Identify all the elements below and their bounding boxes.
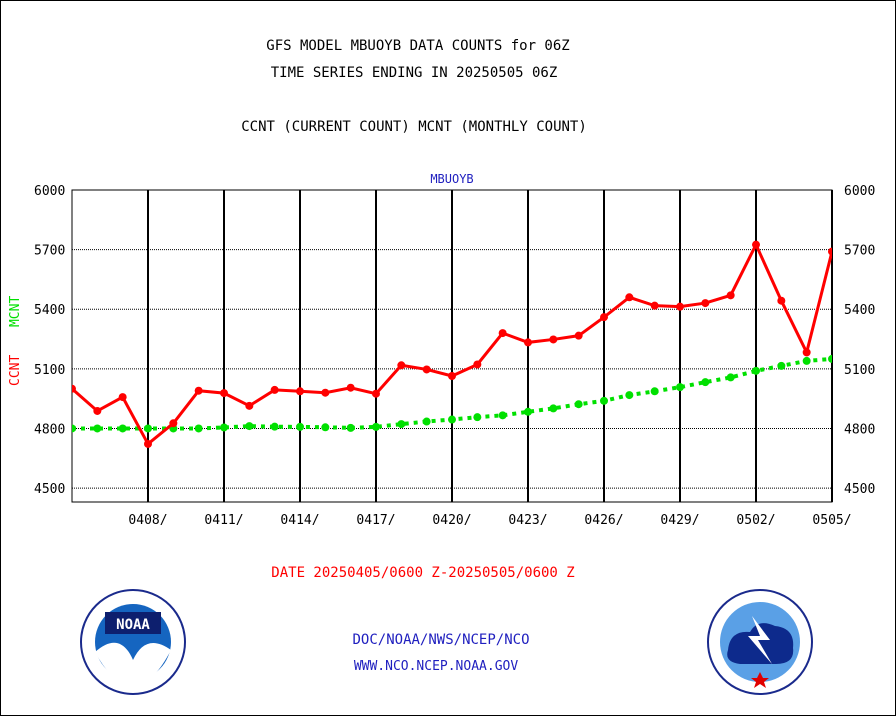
mcnt-point [600, 396, 608, 405]
chart-title-line2: TIME SERIES ENDING IN 20250505 06Z [270, 65, 558, 81]
ccnt-point [169, 419, 178, 428]
ccnt-point [726, 291, 735, 300]
mcnt-point [473, 413, 482, 422]
plot-border [71, 189, 833, 503]
axis-layer: 4500 4500 4800 4800 5100 5100 5400 5400 5700 5700… [34, 184, 875, 528]
ccnt-point [220, 389, 228, 398]
ccnt-point [372, 389, 380, 398]
footer-org: DOC/NOAA/NWS/NCEP/NCO [352, 632, 530, 648]
x-tick-label: 0408/ [128, 513, 167, 528]
nws-logo [707, 589, 813, 695]
x-tick-label: 0420/ [432, 513, 471, 528]
mcnt-point [752, 366, 760, 375]
ccnt-point [144, 439, 152, 448]
chart-title-line1: GFS MODEL MBUOYB DATA COUNTS for 06Z [266, 38, 570, 54]
grid-layer [72, 189, 833, 502]
ccnt-point [676, 302, 684, 311]
mcnt-point [346, 423, 355, 432]
mcnt-point [194, 424, 203, 433]
ccnt-point [194, 386, 203, 395]
ccnt-point [72, 384, 76, 393]
footer-website: WWW.NCO.NCEP.NOAA.GOV [353, 659, 519, 674]
mcnt-point [625, 391, 634, 400]
mcnt-point [118, 424, 127, 433]
mcnt-point [245, 422, 254, 431]
mcnt-point [498, 411, 507, 420]
y-tick-label-right: 5400 [844, 303, 875, 318]
mcnt-point [220, 423, 228, 432]
ccnt-point [524, 338, 532, 347]
y-tick-label-right: 6000 [844, 184, 875, 199]
mcnt-point [372, 422, 380, 431]
ccnt-point [777, 296, 786, 305]
ccnt-point [397, 361, 406, 370]
ccnt-point [828, 247, 832, 256]
y-tick-label-right: 5100 [844, 363, 875, 378]
ccnt-point [346, 383, 355, 392]
ccnt-point [549, 335, 558, 344]
x-tick-label: 0411/ [204, 513, 243, 528]
y-tick-label-left: 5400 [34, 303, 65, 318]
ccnt-point [93, 406, 102, 415]
mcnt-point [701, 378, 710, 387]
ccnt-point [448, 372, 456, 381]
y-tick-label-left: 5100 [34, 363, 65, 378]
ccnt-point [270, 385, 279, 394]
mcnt-point [650, 387, 659, 396]
x-tick-label: 0429/ [660, 513, 699, 528]
mcnt-point [270, 422, 279, 431]
ccnt-point [422, 365, 431, 374]
x-tick-label: 0423/ [508, 513, 547, 528]
y-tick-label-left: 4500 [34, 482, 65, 497]
ccnt-point [625, 293, 634, 302]
y-tick-label-right: 4500 [844, 482, 875, 497]
mcnt-point [828, 354, 832, 363]
ccnt-point [321, 388, 330, 397]
ccnt-point [296, 387, 304, 396]
x-tick-label: 0426/ [584, 513, 623, 528]
mcnt-point [144, 424, 152, 433]
ccnt-point [600, 313, 608, 322]
mcnt-point [397, 420, 406, 429]
chart-subtitle: CCNT (CURRENT COUNT) MCNT (MONTHLY COUNT… [241, 119, 587, 135]
mcnt-point [524, 407, 532, 416]
mcnt-point [422, 417, 431, 426]
ccnt-point [701, 299, 710, 308]
mcnt-point [296, 422, 304, 431]
x-tick-label: 0417/ [356, 513, 395, 528]
mcnt-point [448, 415, 456, 424]
y-tick-label-right: 5700 [844, 244, 875, 259]
y-tick-label-left: 6000 [34, 184, 65, 199]
mcnt-point [321, 423, 330, 432]
ccnt-point [650, 301, 659, 310]
y-tick-label-left: 4800 [34, 422, 65, 437]
mcnt-point [574, 400, 583, 409]
x-tick-label: 0505/ [812, 513, 851, 528]
mcnt-point [93, 424, 102, 433]
ccnt-point [498, 329, 507, 338]
ccnt-point [118, 393, 127, 402]
y-tick-label-right: 4800 [844, 422, 875, 437]
noaa-logo-text: NOAA [116, 617, 150, 633]
x-tick-label: 0502/ [736, 513, 775, 528]
series-layer [72, 240, 832, 448]
noaa-logo: NOAA [80, 589, 186, 695]
ccnt-point [473, 360, 482, 369]
x-tick-label: 0414/ [280, 513, 319, 528]
y-tick-label-left: 5700 [34, 244, 65, 259]
ccnt-point [752, 240, 760, 249]
mcnt-point [676, 383, 684, 392]
mcnt-point [726, 373, 735, 382]
ccnt-point [245, 401, 254, 410]
mcnt-point [777, 361, 786, 370]
date-range: DATE 20250405/0600 Z-20250505/0600 Z [271, 565, 575, 581]
ccnt-point [574, 331, 583, 340]
ccnt-point [802, 348, 811, 357]
mcnt-point [549, 404, 558, 413]
mcnt-point [802, 356, 811, 365]
plot-title: MBUOYB [430, 172, 473, 186]
mcnt-point [72, 424, 76, 433]
